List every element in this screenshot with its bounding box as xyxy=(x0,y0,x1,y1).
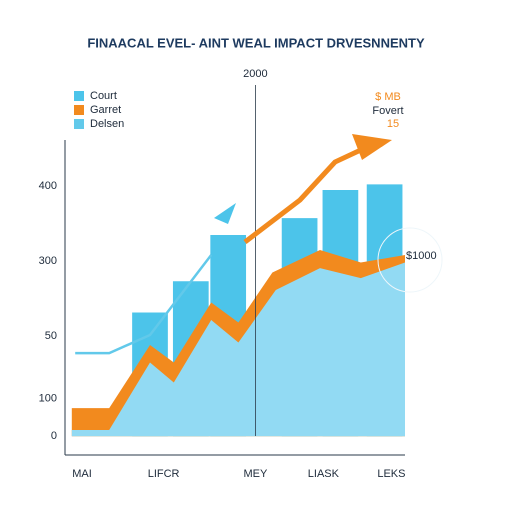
annotation: 15 xyxy=(387,118,399,130)
highlight-ring xyxy=(377,227,443,293)
trend-arrowhead xyxy=(352,134,392,160)
y-tick-label: 0 xyxy=(51,430,57,442)
y-tick-label: 300 xyxy=(39,255,57,267)
chart-title: FINAACAL EVEL- AINT WEAL IMPACT DRVESNNE… xyxy=(87,35,425,50)
legend-label: Delsen xyxy=(90,118,124,130)
x-tick-label: LIASK xyxy=(308,468,340,480)
legend-label: Court xyxy=(90,90,117,102)
trend-arrow xyxy=(243,145,367,244)
y-tick-label: 50 xyxy=(45,330,57,342)
y-tick-label: 100 xyxy=(39,393,57,405)
x-tick-label: LEKS xyxy=(377,468,405,480)
x-tick-label: MAI xyxy=(72,468,92,480)
x-tick-label: LIFCR xyxy=(148,468,180,480)
annotation: $ MB xyxy=(375,91,401,103)
y-tick-label: 400 xyxy=(39,180,57,192)
area xyxy=(71,262,406,437)
legend-label: Garret xyxy=(90,104,121,116)
line xyxy=(75,254,213,355)
line-arrowhead xyxy=(214,203,236,224)
annotation: 2000 xyxy=(243,68,267,80)
annotation: Fovert xyxy=(372,105,403,117)
legend-swatch xyxy=(74,91,84,101)
plot-area xyxy=(71,85,406,437)
legend-swatch xyxy=(74,105,84,115)
annotation: $1000 xyxy=(406,250,437,262)
x-tick-label: MEY xyxy=(243,468,268,480)
legend-swatch xyxy=(74,119,84,129)
